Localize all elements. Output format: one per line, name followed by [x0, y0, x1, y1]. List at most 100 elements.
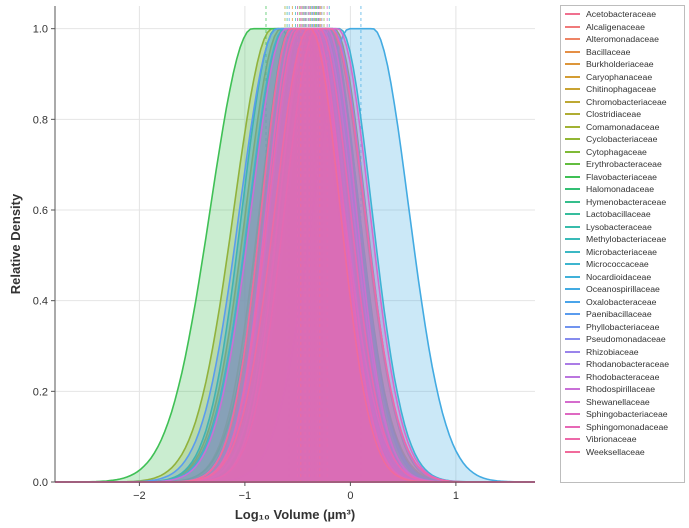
legend-swatch — [565, 250, 580, 253]
legend-item: Acetobacteraceae — [565, 8, 680, 21]
y-tick-label: 0.8 — [33, 114, 48, 126]
legend-item: Sphingomonadaceae — [565, 421, 680, 434]
legend: Acetobacteraceae Alcaligenaceae Alteromona… — [560, 5, 685, 483]
y-tick-label: 0.0 — [33, 477, 48, 489]
legend-swatch — [565, 163, 580, 166]
legend-label: Weeksellaceae — [586, 446, 645, 457]
legend-label: Flavobacteriaceae — [586, 171, 657, 182]
legend-swatch — [565, 438, 580, 441]
legend-label: Shewanellaceae — [586, 396, 650, 407]
legend-swatch — [565, 238, 580, 241]
legend-item: Pseudomonadaceae — [565, 333, 680, 346]
legend-item: Chromobacteriaceae — [565, 96, 680, 109]
legend-label: Burkholderiaceae — [586, 59, 654, 70]
legend-swatch — [565, 313, 580, 316]
legend-item: Cyclobacteriaceae — [565, 133, 680, 146]
legend-label: Lactobacillaceae — [586, 209, 651, 220]
legend-item: Chitinophagaceae — [565, 83, 680, 96]
legend-item: Rhodospirillaceae — [565, 383, 680, 396]
legend-label: Sphingobacteriaceae — [586, 409, 668, 420]
y-tick-label: 0.4 — [33, 296, 48, 308]
legend-label: Oxalobacteraceae — [586, 296, 657, 307]
legend-swatch — [565, 275, 580, 278]
legend-label: Rhodanobacteraceae — [586, 359, 670, 370]
legend-label: Sphingomonadaceae — [586, 421, 669, 432]
legend-item: Shewanellaceae — [565, 396, 680, 409]
legend-label: Rhizobiaceae — [586, 346, 639, 357]
legend-label: Acetobacteraceae — [586, 9, 657, 20]
legend-item: Burkholderiaceae — [565, 58, 680, 71]
legend-label: Pseudomonadaceae — [586, 334, 666, 345]
x-tick-label: 1 — [453, 490, 459, 502]
legend-item: Paenibacillaceae — [565, 308, 680, 321]
legend-item: Oceanospirillaceae — [565, 283, 680, 296]
legend-item: Lysobacteraceae — [565, 221, 680, 234]
legend-label: Alteromonadaceae — [586, 34, 659, 45]
legend-label: Lysobacteraceae — [586, 221, 652, 232]
legend-item: Rhodanobacteraceae — [565, 358, 680, 371]
legend-item: Rhizobiaceae — [565, 346, 680, 359]
y-tick-label: 1.0 — [33, 24, 48, 36]
legend-swatch — [565, 225, 580, 228]
legend-label: Vibrionaceae — [586, 434, 637, 445]
legend-item: Vibrionaceae — [565, 433, 680, 446]
legend-label: Cytophagaceae — [586, 146, 647, 157]
legend-item: Methylobacteriaceae — [565, 233, 680, 246]
legend-swatch — [565, 13, 580, 16]
legend-label: Erythrobacteraceae — [586, 159, 662, 170]
legend-swatch — [565, 125, 580, 128]
legend-label: Comamonadaceae — [586, 121, 660, 132]
legend-item: Alcaligenaceae — [565, 21, 680, 34]
legend-swatch — [565, 188, 580, 191]
legend-label: Rhodospirillaceae — [586, 384, 656, 395]
legend-item: Flavobacteriaceae — [565, 171, 680, 184]
legend-swatch — [565, 425, 580, 428]
x-tick-label: −1 — [239, 490, 252, 502]
legend-label: Clostridiaceae — [586, 109, 642, 120]
legend-swatch — [565, 413, 580, 416]
legend-label: Oceanospirillaceae — [586, 284, 660, 295]
legend-item: Microbacteriaceae — [565, 246, 680, 259]
legend-swatch — [565, 350, 580, 353]
legend-swatch — [565, 63, 580, 66]
legend-label: Bacillaceae — [586, 46, 631, 57]
legend-item: Clostridiaceae — [565, 108, 680, 121]
legend-swatch — [565, 75, 580, 78]
legend-swatch — [565, 88, 580, 91]
y-axis-label: Relative Density — [8, 193, 23, 294]
legend-swatch — [565, 175, 580, 178]
legend-label: Phyllobacteriaceae — [586, 321, 660, 332]
legend-swatch — [565, 263, 580, 266]
legend-item: Alteromonadaceae — [565, 33, 680, 46]
legend-label: Rhodobacteraceae — [586, 371, 660, 382]
legend-swatch — [565, 363, 580, 366]
legend-swatch — [565, 138, 580, 141]
legend-label: Micrococcaceae — [586, 259, 649, 270]
legend-label: Hymenobacteraceae — [586, 196, 667, 207]
legend-swatch — [565, 388, 580, 391]
legend-item: Rhodobacteraceae — [565, 371, 680, 384]
legend-swatch — [565, 300, 580, 303]
y-tick-label: 0.2 — [33, 386, 48, 398]
legend-swatch — [565, 375, 580, 378]
legend-item: Cytophagaceae — [565, 146, 680, 159]
x-tick-label: −2 — [133, 490, 146, 502]
legend-swatch — [565, 113, 580, 116]
legend-item: Bacillaceae — [565, 46, 680, 59]
legend-swatch — [565, 450, 580, 453]
legend-label: Methylobacteriaceae — [586, 234, 667, 245]
legend-item: Micrococcaceae — [565, 258, 680, 271]
legend-item: Lactobacillaceae — [565, 208, 680, 221]
legend-item: Phyllobacteriaceae — [565, 321, 680, 334]
legend-label: Nocardioidaceae — [586, 271, 652, 282]
legend-label: Cyclobacteriaceae — [586, 134, 658, 145]
legend-swatch — [565, 200, 580, 203]
legend-label: Halomonadaceae — [586, 184, 655, 195]
legend-item: Weeksellaceae — [565, 446, 680, 459]
legend-item: Caryophanaceae — [565, 71, 680, 84]
x-axis-label: Log₁₀ Volume (µm³) — [235, 507, 355, 522]
x-tick-label: 0 — [347, 490, 353, 502]
legend-label: Microbacteriaceae — [586, 246, 657, 257]
legend-label: Paenibacillaceae — [586, 309, 652, 320]
